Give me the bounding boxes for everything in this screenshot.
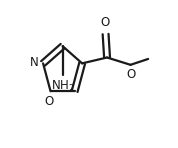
Text: NH$_2$: NH$_2$ xyxy=(51,79,75,94)
Text: N: N xyxy=(30,56,39,69)
Text: O: O xyxy=(100,16,109,29)
Text: O: O xyxy=(44,95,54,108)
Text: O: O xyxy=(127,69,136,82)
